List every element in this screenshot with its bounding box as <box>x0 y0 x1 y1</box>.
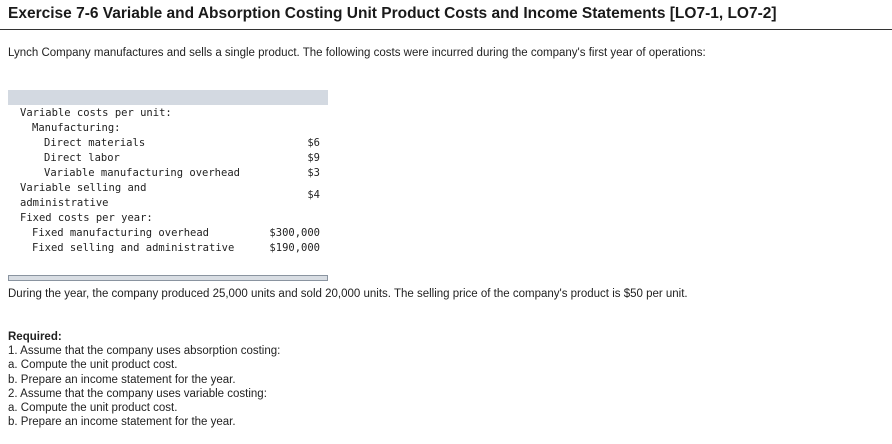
required-item: b. Prepare an income statement for the y… <box>8 416 236 429</box>
required-item: a. Compute the unit product cost. <box>8 402 178 415</box>
fixed-costs-heading: Fixed costs per year: <box>20 212 153 224</box>
table-row: Fixed selling and administrative $190,00… <box>8 241 328 256</box>
variable-selling-label-line1: Variable selling and <box>20 182 147 194</box>
variable-selling-value: $4 <box>307 189 320 201</box>
variable-mfg-overhead-value: $3 <box>307 167 320 179</box>
table-footer-bar <box>8 275 328 281</box>
direct-materials-label: Direct materials <box>44 137 146 149</box>
table-row: Fixed manufacturing overhead $300,000 <box>8 226 328 241</box>
direct-labor-label: Direct labor <box>44 152 120 164</box>
required-heading: Required: <box>8 331 62 343</box>
fixed-mfg-overhead-value: $300,000 <box>269 227 320 239</box>
table-row: administrative <box>8 196 328 211</box>
intro-text: Lynch Company manufactures and sells a s… <box>8 47 706 59</box>
required-section: Required: 1. Assume that the company use… <box>8 330 280 429</box>
fixed-selling-label: Fixed selling and administrative <box>32 242 235 254</box>
table-header-bar <box>8 90 328 105</box>
table-body: Variable costs per unit: Manufacturing: … <box>8 105 328 281</box>
required-item: 1. Assume that the company uses absorpti… <box>8 345 281 358</box>
table-row: Manufacturing: <box>8 121 328 136</box>
table-row: Variable manufacturing overhead $3 <box>8 166 328 181</box>
fixed-mfg-overhead-label: Fixed manufacturing overhead <box>32 227 210 239</box>
table-row: Direct labor $9 <box>8 151 328 166</box>
title-divider <box>0 29 892 30</box>
exercise-title: Exercise 7-6 Variable and Absorption Cos… <box>8 5 777 22</box>
required-item: 2. Assume that the company uses variable… <box>8 387 267 400</box>
cost-table: Variable costs per unit: Manufacturing: … <box>8 90 328 281</box>
table-row: Direct materials $6 <box>8 136 328 151</box>
production-paragraph: During the year, the company produced 25… <box>8 288 688 300</box>
required-item: b. Prepare an income statement for the y… <box>8 373 236 386</box>
table-row: Variable selling and <box>8 181 328 196</box>
table-row: Variable costs per unit: <box>8 106 328 121</box>
direct-materials-value: $6 <box>307 137 320 149</box>
table-row: $4 <box>8 188 328 203</box>
variable-costs-heading: Variable costs per unit: <box>20 107 172 119</box>
variable-selling-label-line2: administrative <box>20 197 109 209</box>
fixed-selling-value: $190,000 <box>269 242 320 254</box>
variable-mfg-overhead-label: Variable manufacturing overhead <box>44 167 240 179</box>
direct-labor-value: $9 <box>307 152 320 164</box>
required-item: a. Compute the unit product cost. <box>8 359 178 372</box>
manufacturing-heading: Manufacturing: <box>32 122 121 134</box>
table-row: Fixed costs per year: <box>8 211 328 226</box>
